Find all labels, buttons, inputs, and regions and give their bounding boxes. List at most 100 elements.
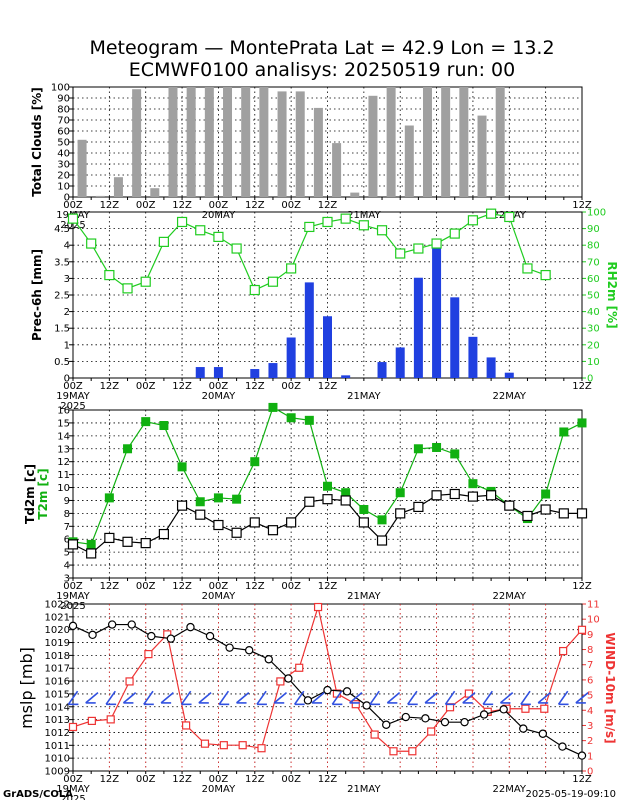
- mslp-marker: [479, 710, 489, 719]
- mslp-ylabel: mslp [mb]: [17, 647, 36, 729]
- clouds-day-label: 20MAY: [202, 210, 236, 221]
- rh-marker: [122, 283, 133, 294]
- t2m-ylabel: T2m [c]: [36, 468, 50, 519]
- precip-bar: [413, 277, 423, 378]
- wind-marker: [125, 677, 134, 686]
- wind-barb: [122, 692, 137, 704]
- clouds-time-label: 00Z: [136, 200, 156, 211]
- wind-barb: [67, 690, 79, 705]
- temp-ytick-label: 3: [64, 574, 70, 585]
- mslp-time-label: 00Z: [63, 774, 83, 785]
- precip-bar: [395, 347, 405, 378]
- wind-barb: [180, 690, 192, 705]
- rh-marker: [395, 248, 406, 259]
- clouds-ytick-label: 0: [64, 193, 70, 204]
- cloud-bar: [259, 87, 269, 197]
- rh-marker: [231, 243, 242, 254]
- precip-time-label: 12Z: [245, 381, 265, 392]
- precip-bar: [323, 316, 332, 378]
- rh-marker: [67, 213, 79, 224]
- precip-bar: [341, 375, 351, 378]
- clouds-ytick-label: 70: [57, 116, 70, 127]
- precip-bar: [286, 337, 296, 378]
- clouds-frame: [72, 86, 583, 198]
- chart-title-line2: ECMWF0100 analisys: 20250519 run: 00: [129, 59, 515, 81]
- cloud-bar: [223, 87, 233, 197]
- rh-marker: [249, 284, 260, 296]
- precip-bar: [304, 282, 314, 378]
- precip-time-label: 00Z: [209, 381, 229, 392]
- mslp-day-label: 22MAY: [493, 784, 527, 795]
- t2m-marker: [123, 444, 133, 454]
- precip-ytick-label: 3.5: [54, 257, 70, 268]
- td2m-marker: [376, 535, 388, 546]
- precip-bar: [250, 369, 260, 378]
- clouds-time-label: 00Z: [209, 200, 229, 211]
- cloud-bar: [241, 87, 251, 197]
- wind-marker: [351, 700, 360, 709]
- rh-marker: [340, 213, 351, 224]
- wind-marker: [559, 646, 568, 656]
- t2m-marker: [159, 421, 169, 431]
- mslp-y2tick-label: 1: [587, 751, 593, 762]
- wind-marker: [182, 721, 191, 730]
- mslp-ytick-label: 1013: [45, 715, 70, 726]
- t2m-marker: [577, 418, 587, 428]
- mslp-time-label: 12Z: [572, 774, 592, 785]
- precip-y2tick-label: 70: [587, 257, 600, 268]
- footer-left: GrADS/COLA: [3, 789, 73, 800]
- td2m-marker: [395, 508, 406, 519]
- wind-barb: [520, 690, 531, 705]
- mslp-marker: [107, 620, 117, 629]
- wind-ylabel: WIND-10m [m/s]: [603, 632, 617, 743]
- rh-marker: [176, 216, 188, 228]
- cloud-bar: [459, 87, 469, 197]
- td2m-marker: [576, 508, 588, 519]
- mslp-marker: [303, 696, 313, 705]
- rh-marker: [413, 243, 424, 254]
- mslp-time-label: 12Z: [318, 774, 338, 785]
- mslp-marker: [127, 620, 136, 629]
- mslp-marker: [225, 643, 234, 652]
- precip-ytick-label: 0: [64, 374, 70, 385]
- temp-time-label: 12Z: [318, 581, 338, 592]
- wind-marker: [427, 727, 436, 736]
- temp-ytick-label: 9: [64, 496, 70, 507]
- precip-bar: [213, 367, 223, 378]
- mslp-marker: [88, 630, 97, 640]
- mslp-ytick-label: 1018: [45, 651, 70, 662]
- clouds-time-label: 12Z: [172, 200, 192, 211]
- wind-barb: [537, 692, 551, 704]
- td2m-marker: [558, 508, 569, 519]
- rh-marker: [504, 211, 515, 223]
- mslp-ytick-label: 1016: [45, 677, 70, 688]
- mslp-ytick-label: 1019: [45, 638, 70, 649]
- precip-day-label: 22MAY: [493, 391, 527, 402]
- temp-day-label: 21MAY: [347, 591, 381, 602]
- wind-barb: [444, 690, 456, 705]
- mslp-y2tick-label: 2: [587, 736, 593, 747]
- td2m-marker: [413, 501, 424, 513]
- t2m-marker: [559, 427, 569, 437]
- rh-marker: [449, 228, 460, 239]
- mslp-marker: [499, 705, 508, 714]
- mslp-marker: [244, 646, 254, 655]
- mslp-marker: [558, 742, 567, 751]
- cloud-bar: [477, 115, 487, 197]
- td2m-marker: [431, 490, 442, 501]
- precip-ytick-label: 2.5: [54, 291, 70, 302]
- t2m-marker: [177, 462, 187, 472]
- td2m-marker: [176, 500, 188, 511]
- t2m-marker: [268, 402, 278, 412]
- temp-ytick-label: 16: [57, 406, 70, 417]
- td2m-marker: [231, 527, 242, 538]
- clouds-ytick-label: 90: [57, 94, 70, 105]
- clouds-ytick-label: 10: [57, 182, 70, 193]
- wind-marker: [219, 741, 228, 750]
- rh-marker: [158, 236, 169, 247]
- mslp-marker: [421, 714, 430, 723]
- precip-time-label: 12Z: [318, 381, 338, 392]
- mslp-marker: [342, 687, 352, 696]
